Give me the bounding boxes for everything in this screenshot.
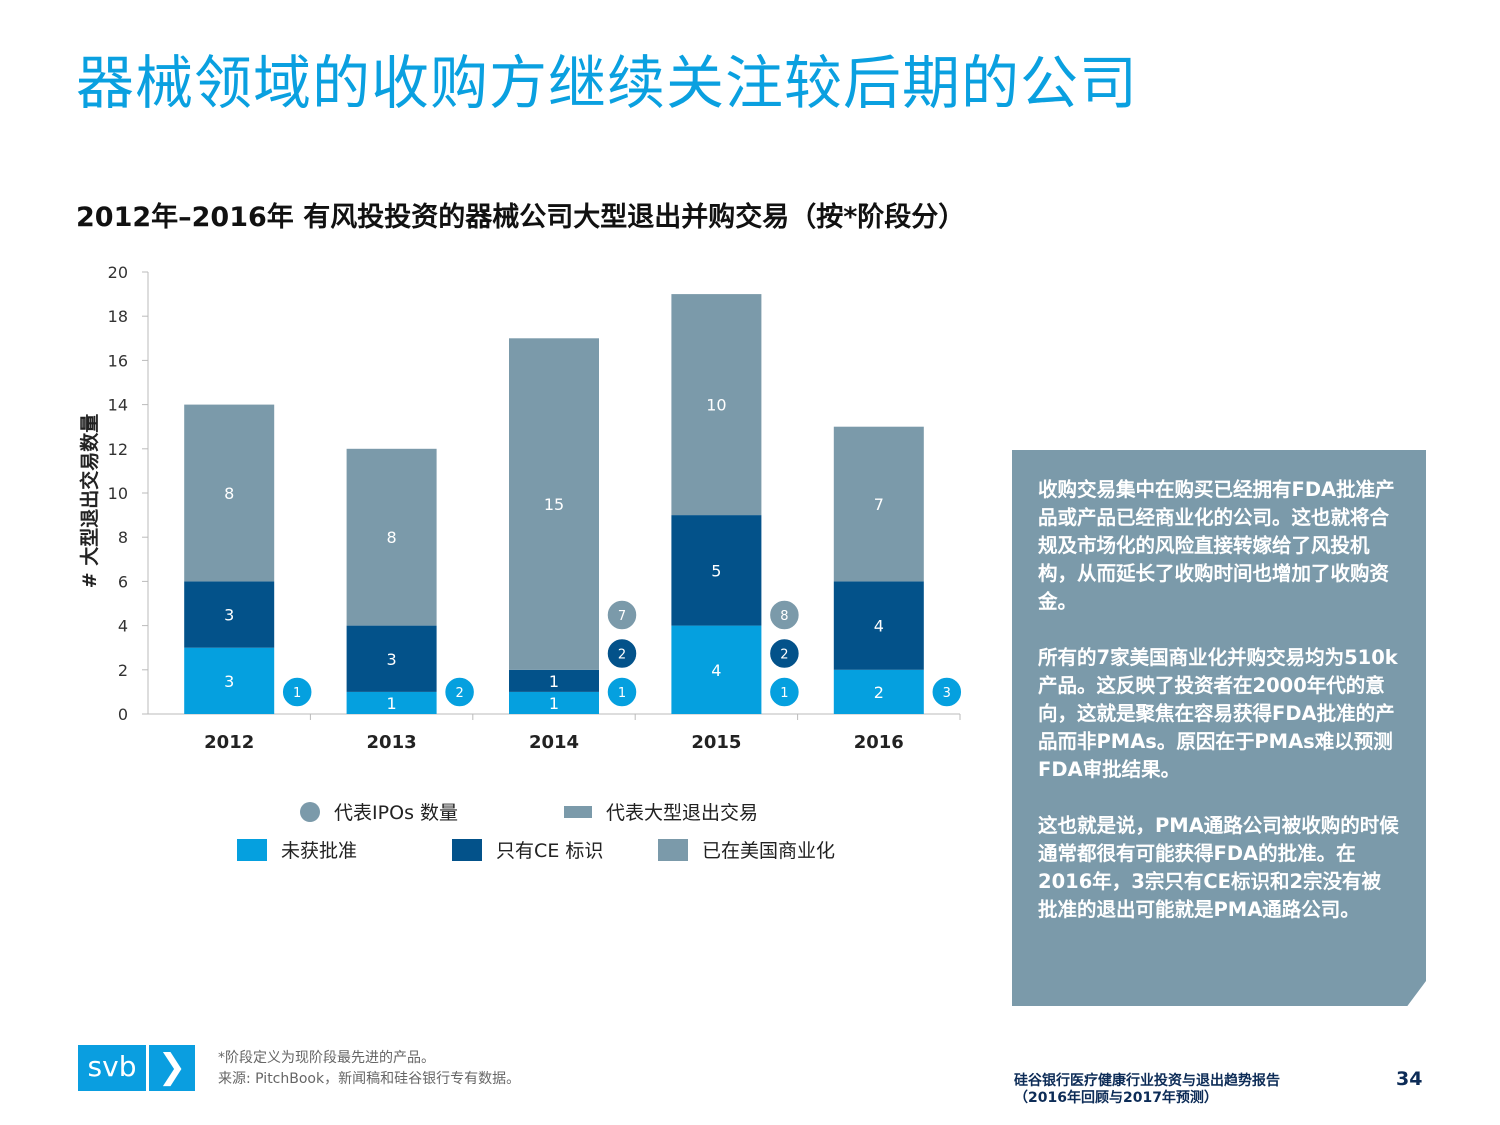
ipo-marker-value: 8 bbox=[780, 609, 788, 624]
y-tick-label: 16 bbox=[108, 351, 128, 370]
bar-segment bbox=[671, 515, 762, 626]
legend-commercialized-label: 已在美国商业化 bbox=[702, 840, 836, 862]
ipo-marker-circle bbox=[768, 676, 801, 708]
chart-subtitle: 2012年–2016年 有风投投资的器械公司大型退出并购交易（按*阶段分） bbox=[76, 202, 966, 233]
ipo-marker-value: 1 bbox=[780, 686, 788, 701]
bar-value-label: 4 bbox=[711, 661, 721, 680]
x-tick-label: 2012 bbox=[204, 732, 254, 753]
ipo-marker-value: 2 bbox=[618, 648, 626, 663]
bar-segment bbox=[346, 691, 437, 714]
page-number: 34 bbox=[1396, 1068, 1423, 1090]
ipo-marker-circle bbox=[768, 637, 801, 670]
y-tick-label: 8 bbox=[118, 528, 128, 547]
bar-value-label: 7 bbox=[874, 495, 884, 514]
legend-ce-only: 只有CE 标识 bbox=[452, 836, 603, 863]
bar-value-label: 15 bbox=[544, 495, 564, 514]
bar-segment bbox=[833, 669, 924, 714]
bar-value-label: 3 bbox=[387, 650, 397, 669]
ipo-marker-circle bbox=[768, 599, 801, 631]
insight-callout: 收购交易集中在购买已经拥有FDA批准产品或产品已经商业化的公司。这也就将合规及市… bbox=[1012, 450, 1426, 1006]
y-tick-label: 20 bbox=[108, 263, 128, 282]
ipo-marker-circle bbox=[606, 637, 638, 670]
y-tick-label: 10 bbox=[108, 484, 128, 503]
y-tick-label: 0 bbox=[118, 705, 128, 724]
callout-paragraph-2: 所有的7家美国商业化并购交易均为510k产品。这反映了投资者在2000年代的意向… bbox=[1038, 646, 1398, 781]
callout-paragraph-3: 这也就是说，PMA通路公司被收购的时候通常都很有可能获得FDA的批准。在2016… bbox=[1038, 814, 1399, 921]
x-tick-label: 2013 bbox=[367, 732, 417, 753]
callout-paragraph-1: 收购交易集中在购买已经拥有FDA批准产品或产品已经商业化的公司。这也就将合规及市… bbox=[1038, 478, 1395, 613]
x-tick-label: 2015 bbox=[691, 732, 741, 753]
bar-value-label: 3 bbox=[224, 606, 234, 625]
y-tick-label: 2 bbox=[118, 661, 128, 680]
ipo-marker-value: 7 bbox=[618, 609, 626, 624]
legend-unapproved: 未获批准 bbox=[237, 836, 357, 863]
ipo-marker-circle bbox=[606, 599, 638, 631]
svb-logo: svb ❯ bbox=[78, 1045, 195, 1091]
footnote-source: 来源: PitchBook，新闻稿和硅谷银行专有数据。 bbox=[218, 1071, 521, 1087]
ipo-marker-circle bbox=[606, 676, 638, 708]
bar-segment bbox=[833, 581, 924, 670]
bar-value-label: 1 bbox=[549, 672, 559, 691]
page-title: 器械领域的收购方继续关注较后期的公司 bbox=[76, 49, 1139, 117]
legend-unapproved-label: 未获批准 bbox=[281, 840, 358, 862]
bar-segment bbox=[671, 625, 762, 714]
ipo-marker-circle bbox=[281, 676, 313, 708]
y-tick-label: 4 bbox=[118, 617, 128, 636]
report-title: 硅谷银行医疗健康行业投资与退出趋势报告 （2016年回顾与2017年预测） bbox=[1014, 1073, 1280, 1107]
bar-value-label: 1 bbox=[549, 694, 559, 713]
ipo-marker-circle bbox=[443, 676, 476, 708]
ipo-marker-value: 1 bbox=[293, 686, 301, 701]
bar-segment bbox=[346, 448, 437, 626]
x-tick-label: 2014 bbox=[529, 732, 579, 753]
footnote: *阶段定义为现阶段最先进的产品。 来源: PitchBook，新闻稿和硅谷银行专… bbox=[218, 1048, 520, 1090]
unapproved-swatch bbox=[237, 838, 267, 861]
bar-segment bbox=[509, 691, 599, 714]
bar-value-label: 5 bbox=[711, 561, 721, 580]
footnote-definition: *阶段定义为现阶段最先进的产品。 bbox=[218, 1050, 435, 1066]
ipo-marker-circle bbox=[931, 676, 963, 708]
legend-ipo: 代表IPOs 数量 bbox=[300, 798, 458, 825]
ipo-marker-value: 2 bbox=[780, 648, 788, 663]
bar-value-label: 2 bbox=[874, 683, 884, 702]
ce-only-swatch bbox=[452, 838, 482, 861]
legend-exit-label: 代表大型退出交易 bbox=[606, 802, 759, 824]
bar-value-label: 3 bbox=[224, 672, 234, 691]
bar-value-label: 10 bbox=[706, 396, 726, 415]
bar-value-label: 4 bbox=[874, 617, 884, 636]
bar-segment bbox=[509, 338, 599, 670]
y-axis-label: # 大型退出交易数量 bbox=[78, 414, 101, 589]
bar-segment bbox=[671, 294, 762, 516]
bar-segment bbox=[833, 426, 924, 582]
report-title-line1: 硅谷银行医疗健康行业投资与退出趋势报告 bbox=[1014, 1073, 1280, 1089]
chevron-right-icon: ❯ bbox=[149, 1045, 195, 1091]
legend-ce-only-label: 只有CE 标识 bbox=[496, 840, 604, 862]
x-tick-label: 2016 bbox=[854, 732, 904, 753]
svb-logo-text: svb bbox=[78, 1045, 146, 1091]
legend-commercialized: 已在美国商业化 bbox=[658, 836, 835, 863]
bar-value-label: 8 bbox=[387, 528, 397, 547]
bar-segment bbox=[509, 669, 599, 692]
legend-exit: 代表大型退出交易 bbox=[564, 798, 758, 825]
ipo-marker-value: 2 bbox=[455, 686, 463, 701]
y-tick-label: 18 bbox=[108, 307, 128, 326]
report-title-line2: （2016年回顾与2017年预测） bbox=[1014, 1090, 1218, 1106]
bar-segment bbox=[346, 625, 437, 692]
y-tick-label: 14 bbox=[108, 396, 128, 415]
bar-value-label: 8 bbox=[224, 484, 234, 503]
bar-value-label: 1 bbox=[387, 694, 397, 713]
ipo-marker-value: 1 bbox=[618, 686, 626, 701]
y-tick-label: 12 bbox=[108, 440, 128, 459]
bar-segment bbox=[184, 647, 275, 714]
ipo-marker-value: 3 bbox=[943, 686, 951, 701]
commercialized-swatch bbox=[658, 838, 688, 861]
exit-bar-icon bbox=[564, 805, 592, 818]
bar-segment bbox=[184, 404, 275, 582]
y-tick-label: 6 bbox=[118, 572, 128, 591]
ipo-circle-icon bbox=[300, 801, 320, 822]
legend-ipo-label: 代表IPOs 数量 bbox=[334, 802, 459, 824]
bar-segment bbox=[184, 581, 275, 648]
